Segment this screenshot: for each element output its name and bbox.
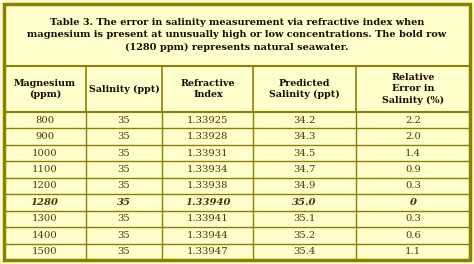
Text: 1100: 1100 [32, 165, 58, 174]
Text: 1.4: 1.4 [405, 149, 421, 158]
Text: 0.3: 0.3 [405, 214, 421, 223]
Text: 2.2: 2.2 [405, 116, 421, 125]
Text: 2.0: 2.0 [405, 132, 421, 141]
Text: 34.3: 34.3 [293, 132, 316, 141]
Text: 35: 35 [118, 149, 130, 158]
Text: Salinity (ppt): Salinity (ppt) [89, 84, 159, 93]
Text: 1000: 1000 [32, 149, 57, 158]
Text: 900: 900 [35, 132, 55, 141]
Text: 1.33925: 1.33925 [187, 116, 228, 125]
Text: Refractive
Index: Refractive Index [181, 79, 235, 99]
Text: 0.9: 0.9 [405, 165, 421, 174]
Text: 35: 35 [118, 247, 130, 256]
Text: 1.33940: 1.33940 [185, 198, 231, 207]
Text: 800: 800 [35, 116, 55, 125]
Text: 1.33938: 1.33938 [187, 182, 228, 191]
Text: 35: 35 [117, 198, 131, 207]
Text: Table 3. The error in salinity measurement via refractive index when
magnesium i: Table 3. The error in salinity measureme… [27, 18, 447, 52]
Text: 0: 0 [410, 198, 417, 207]
Text: 1.33944: 1.33944 [187, 231, 229, 240]
Text: 1200: 1200 [32, 182, 57, 191]
Text: 34.7: 34.7 [293, 165, 316, 174]
Text: 35: 35 [118, 182, 130, 191]
Text: 1400: 1400 [32, 231, 58, 240]
Text: 35: 35 [118, 132, 130, 141]
Text: Magnesium
(ppm): Magnesium (ppm) [14, 79, 76, 99]
Text: 1.33941: 1.33941 [187, 214, 229, 223]
Text: 35.0: 35.0 [292, 198, 317, 207]
Text: 34.5: 34.5 [293, 149, 316, 158]
Text: 35.2: 35.2 [293, 231, 316, 240]
Text: 1.33934: 1.33934 [187, 165, 228, 174]
Text: 35.4: 35.4 [293, 247, 316, 256]
Text: 1500: 1500 [32, 247, 57, 256]
Text: 1280: 1280 [31, 198, 59, 207]
Text: Predicted
Salinity (ppt): Predicted Salinity (ppt) [269, 79, 340, 99]
Text: 1.1: 1.1 [405, 247, 421, 256]
Text: 35.1: 35.1 [293, 214, 316, 223]
Text: 35: 35 [118, 214, 130, 223]
Text: 34.2: 34.2 [293, 116, 316, 125]
Text: 35: 35 [118, 231, 130, 240]
Text: 35: 35 [118, 165, 130, 174]
Text: 0.6: 0.6 [405, 231, 421, 240]
Text: Relative
Error in
Salinity (%): Relative Error in Salinity (%) [382, 73, 444, 105]
Text: 1300: 1300 [32, 214, 57, 223]
Text: 1.33947: 1.33947 [187, 247, 228, 256]
Text: 1.33931: 1.33931 [187, 149, 228, 158]
Text: 1.33928: 1.33928 [187, 132, 228, 141]
Text: 0.3: 0.3 [405, 182, 421, 191]
Text: 34.9: 34.9 [293, 182, 316, 191]
Text: 35: 35 [118, 116, 130, 125]
